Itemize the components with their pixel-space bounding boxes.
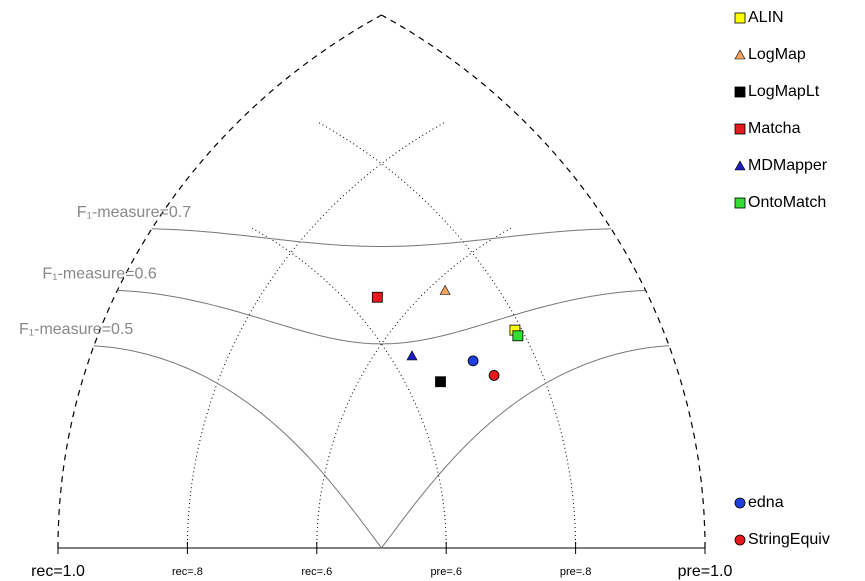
legend-label: LogMapLt	[748, 83, 820, 100]
legend-label: ALIN	[748, 9, 784, 26]
f-measure-label: F₁-measure=0.6	[42, 266, 156, 283]
tick-label: pre=.6	[430, 566, 462, 578]
grid-arc	[251, 227, 447, 548]
f-measure-curve	[93, 345, 670, 549]
tick-label: rec=.8	[172, 566, 203, 578]
marker-square	[734, 86, 746, 98]
tick-label: pre=.8	[560, 566, 592, 578]
marker-square	[734, 12, 746, 24]
marker-square	[734, 197, 746, 209]
tick-label: pre=1.0	[678, 563, 733, 580]
marker-circle	[467, 355, 479, 367]
f-measure-label: F₁-measure=0.5	[19, 321, 133, 338]
marker-triangle	[734, 49, 746, 60]
legend-label: edna	[748, 494, 784, 511]
legend-label: OntoMatch	[748, 194, 826, 211]
legend-label: Matcha	[748, 120, 801, 137]
tick-label: rec=.6	[301, 566, 332, 578]
marker-square	[512, 330, 524, 342]
grid-arc	[316, 227, 512, 548]
marker-circle	[734, 534, 746, 546]
f-measure-curve	[151, 228, 612, 247]
f-measure-label: F₁-measure=0.7	[77, 204, 191, 221]
tick-label: rec=1.0	[31, 563, 85, 580]
boundary-arc	[57, 14, 382, 548]
boundary-arc	[381, 14, 706, 548]
marker-circle	[734, 497, 746, 509]
marker-square	[435, 376, 446, 388]
f-measure-curve	[117, 289, 646, 345]
legend-label: MDMapper	[748, 157, 828, 174]
legend-label: LogMap	[748, 46, 806, 63]
marker-triangle	[406, 350, 418, 361]
marker-circle	[488, 370, 500, 381]
marker-triangle	[439, 284, 451, 295]
marker-square	[734, 123, 746, 135]
legend-label: StringEquiv	[748, 531, 830, 548]
marker-triangle	[734, 160, 746, 171]
marker-square	[371, 291, 383, 303]
